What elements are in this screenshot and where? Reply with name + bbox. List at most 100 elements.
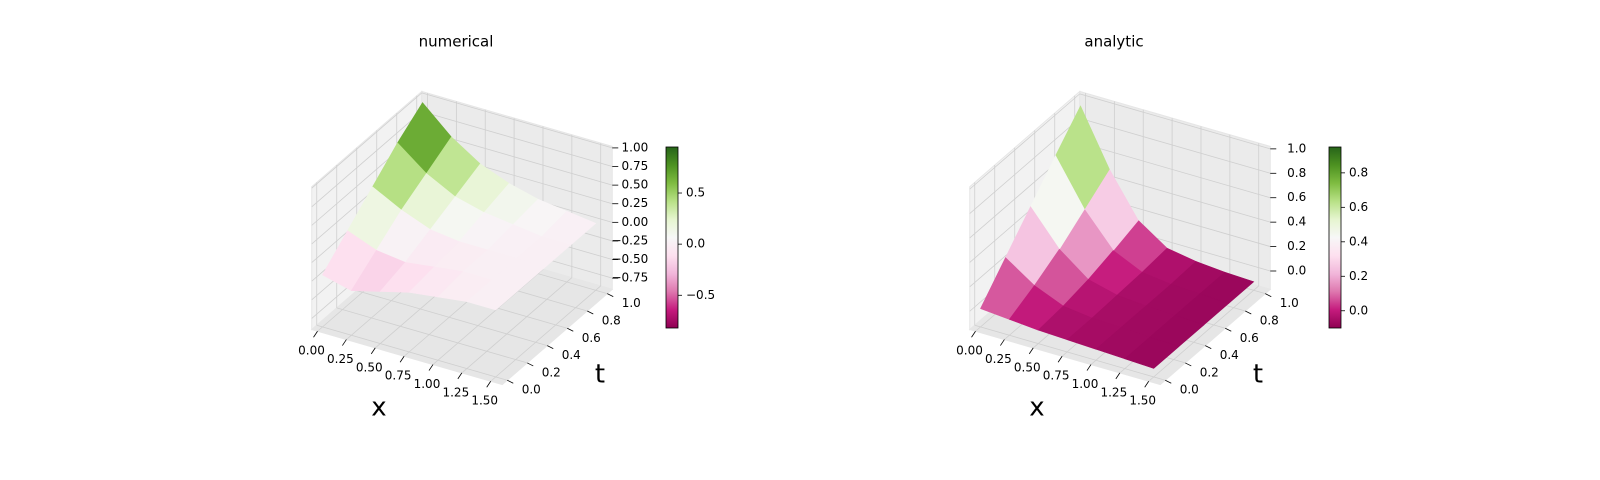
colorbar-tick-label: 0.5 <box>686 186 705 200</box>
grid-line <box>421 92 613 149</box>
x-tick-label: 1.00 <box>1072 377 1099 391</box>
grid-line <box>969 93 1081 190</box>
colorbar-tick-label: 0.0 <box>1349 303 1368 317</box>
y-tick-label: 0.6 <box>582 331 601 345</box>
colorbar-tick-label: 0.6 <box>1349 200 1368 214</box>
tick-mark <box>313 331 318 338</box>
z-tick-label: 0.25 <box>622 196 649 210</box>
colorbar-tick-label: 0.2 <box>1349 269 1368 283</box>
x-tick-label: 1.50 <box>1129 394 1156 408</box>
y-axis-label: t <box>595 360 605 390</box>
tick-mark <box>567 327 574 332</box>
grid-line <box>1079 142 1271 199</box>
x-tick-label: 0.75 <box>385 369 412 383</box>
z-tick-label: 0.6 <box>1287 190 1306 204</box>
grid-line <box>1079 117 1271 174</box>
grid-line <box>356 290 548 346</box>
chart-title: analytic <box>1084 33 1143 51</box>
z-tick-label: 1.00 <box>622 140 649 154</box>
tick-mark <box>1086 364 1092 371</box>
z-tick-label: 0.00 <box>622 215 649 229</box>
z-tick-label: 0.8 <box>1287 166 1306 180</box>
tick-mark <box>1115 372 1121 380</box>
y-axis-label: t <box>1253 360 1263 390</box>
z-tick-label: 0.50 <box>622 178 649 192</box>
y-tick-label: 1.0 <box>1280 296 1299 310</box>
tick-mark <box>457 372 463 380</box>
surface-facet <box>1124 336 1180 369</box>
tick-mark <box>1144 381 1150 388</box>
x-tick-label: 0.75 <box>1043 369 1070 383</box>
y-tick-label: 0.8 <box>602 313 621 327</box>
colorbar <box>1328 146 1342 329</box>
y-tick-label: 0.0 <box>1180 383 1199 397</box>
z-tick-label: 0.4 <box>1287 215 1306 229</box>
z-tick-label: 0.2 <box>1287 239 1306 253</box>
grid-line <box>311 92 423 189</box>
z-tick-label: −0.50 <box>611 252 648 266</box>
z-tick-label: −0.25 <box>611 233 648 247</box>
tick-mark <box>1265 293 1272 298</box>
x-tick-label: 1.00 <box>414 377 441 391</box>
x-axis-label: x <box>371 393 386 423</box>
grid-line <box>974 324 1166 381</box>
colorbar-tick-label: 0.0 <box>686 237 705 251</box>
grid-line <box>316 324 508 381</box>
grid-line <box>311 111 423 208</box>
y-tick-label: 0.4 <box>562 348 581 362</box>
tick-mark <box>507 379 514 384</box>
tick-mark <box>1185 362 1192 367</box>
tick-mark <box>1165 379 1172 384</box>
x-tick-label: 1.50 <box>471 394 498 408</box>
z-tick-label: 1.0 <box>1287 141 1306 155</box>
tick-mark <box>399 356 405 363</box>
z-tick-label: −0.75 <box>611 271 648 285</box>
y-tick-label: 0.8 <box>1260 313 1279 327</box>
tick-mark <box>370 347 376 355</box>
tick-mark <box>1057 356 1063 363</box>
z-tick-label: 0.0 <box>1287 263 1306 277</box>
x-tick-label: 0.25 <box>327 352 354 366</box>
chart-title: numerical <box>419 33 494 51</box>
colorbar <box>665 146 679 329</box>
tick-mark <box>1225 327 1232 332</box>
tick-mark <box>428 364 434 371</box>
x-axis-label: x <box>1029 393 1044 423</box>
tick-mark <box>527 362 534 367</box>
y-tick-label: 0.2 <box>1200 365 1219 379</box>
tick-mark <box>342 339 347 346</box>
z-tick-label: 0.75 <box>622 159 649 173</box>
colorbar-tick-label: 0.4 <box>1349 234 1368 248</box>
tick-mark <box>1000 339 1005 346</box>
y-tick-label: 1.0 <box>622 296 641 310</box>
colorbar-tick-label: −0.5 <box>686 288 715 302</box>
y-tick-label: 0.4 <box>1220 348 1239 362</box>
tick-mark <box>587 310 594 315</box>
colorbar-tick-label: 0.8 <box>1349 165 1368 179</box>
y-tick-label: 0.0 <box>522 383 541 397</box>
surface-facet <box>466 279 522 311</box>
tick-mark <box>971 331 976 338</box>
grid-line <box>1079 93 1271 150</box>
tick-mark <box>607 293 614 298</box>
grid-line <box>1148 285 1259 382</box>
x-tick-label: 0.50 <box>1014 360 1041 374</box>
grid-line <box>969 117 1081 214</box>
tick-mark <box>486 381 492 388</box>
grid-line <box>461 277 573 374</box>
tick-mark <box>1205 345 1212 349</box>
x-tick-label: 0.00 <box>298 344 325 358</box>
y-tick-label: 0.6 <box>1240 331 1259 345</box>
x-tick-label: 0.25 <box>985 352 1012 366</box>
tick-mark <box>1245 310 1252 315</box>
tick-mark <box>1028 347 1034 355</box>
x-tick-label: 0.50 <box>356 360 383 374</box>
grid-line <box>421 111 613 167</box>
x-tick-label: 1.25 <box>442 385 469 399</box>
grid-line <box>490 285 601 382</box>
grid-line <box>336 307 528 364</box>
x-tick-label: 1.25 <box>1100 385 1127 399</box>
x-tick-label: 0.00 <box>956 344 983 358</box>
tick-mark <box>547 345 554 349</box>
